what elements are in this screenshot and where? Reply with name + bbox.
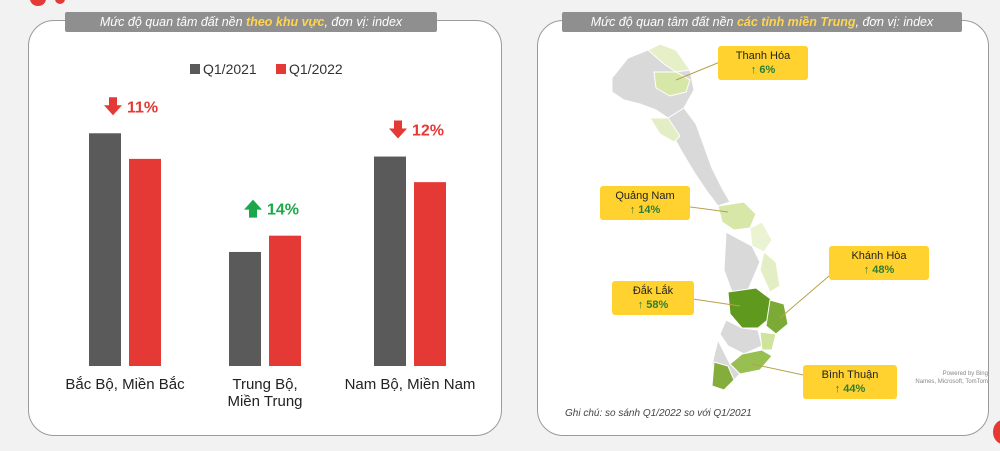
arrow-down-icon-0 — [104, 97, 122, 116]
callout-thanh-hoa-name: Thanh Hóa — [735, 50, 791, 62]
map-south-west — [711, 361, 735, 391]
right-title-highlight: các tỉnh miền Trung — [736, 15, 856, 29]
decor-circle-top-left — [30, 0, 46, 6]
callout-quang-nam-name: Quảng Nam — [615, 190, 675, 202]
annotation-label-2: 12% — [412, 123, 444, 140]
callout-quang-nam-change: ↑ 14% — [629, 204, 661, 216]
decor-circle-top-left-2 — [55, 0, 65, 4]
map-north-east — [647, 43, 691, 73]
legend-label-0: Q1/2021 — [203, 61, 257, 77]
category-label-1-line2: Miền Trung — [227, 393, 302, 410]
map-dak-lak — [727, 287, 773, 329]
right-panel-title: Mức độ quan tâm đất nền các tỉnh miền Tr… — [562, 12, 962, 32]
map-lam-dong — [719, 319, 763, 355]
callout-khanh-hoa-name: Khánh Hòa — [851, 250, 907, 262]
callout-binh-thuan-change: ↑ 44% — [834, 383, 866, 395]
left-title-highlight: theo khu vực — [246, 15, 325, 29]
pointer-thanh-hoa — [675, 61, 721, 81]
callout-dak-lak: Đắk Lắk ↑ 58% — [612, 281, 694, 315]
legend-swatch-0 — [190, 64, 200, 74]
pointer-dak-lak — [685, 297, 741, 307]
left-title-post: , đơn vị: index — [324, 15, 403, 29]
map-quang-nam — [717, 201, 757, 231]
right-title-pre: Mức độ quan tâm đất nền — [590, 15, 737, 29]
callout-khanh-hoa: Khánh Hòa ↑ 48% — [829, 246, 929, 280]
legend-label-1: Q1/2022 — [289, 61, 343, 77]
bar-1-1 — [269, 235, 301, 366]
legend-swatch-1 — [276, 64, 286, 74]
map-ninh-thuan — [759, 331, 777, 351]
pointer-khanh-hoa — [779, 269, 837, 319]
category-label-2: Nam Bộ, Miền Nam — [345, 376, 476, 393]
callout-khanh-hoa-change: ↑ 48% — [863, 264, 895, 276]
pointer-binh-thuan — [751, 363, 809, 377]
callout-binh-thuan: Bình Thuận ↑ 44% — [803, 365, 897, 399]
callout-dak-lak-name: Đắk Lắk — [632, 285, 674, 297]
callout-dak-lak-change: ↑ 58% — [637, 299, 669, 311]
map-binh-dinh — [759, 251, 781, 293]
decor-circle-right — [993, 420, 1000, 444]
map-nghe-an — [649, 117, 681, 143]
left-panel-title: Mức độ quan tâm đất nền theo khu vực, đơ… — [65, 12, 437, 32]
right-title-post: , đơn vị: index — [855, 15, 934, 29]
left-title-pre: Mức độ quan tâm đất nền — [99, 15, 247, 29]
annotation-label-0: 11% — [127, 99, 158, 116]
map-credit: Powered by Bing Names, Microsoft, TomTom — [902, 370, 988, 386]
bar-0-0 — [89, 133, 121, 366]
map-north-central — [667, 107, 731, 207]
map-khanh-hoa — [765, 299, 789, 335]
category-label-1: Trung Bộ, — [232, 376, 297, 393]
bar-0-1 — [129, 158, 161, 366]
category-label-0: Bắc Bộ, Miền Bắc — [65, 376, 185, 393]
map-note: Ghi chú: so sánh Q1/2022 so với Q1/2021 — [565, 408, 752, 419]
arrow-down-icon-2 — [389, 120, 407, 139]
callout-thanh-hoa: Thanh Hóa ↑ 6% — [718, 46, 808, 80]
callout-thanh-hoa-change: ↑ 6% — [750, 64, 776, 76]
annotation-label-1: 14% — [267, 202, 299, 219]
bar-2-1 — [414, 182, 446, 366]
map-credit-text: Powered by Bing Names, Microsoft, TomTom — [915, 371, 988, 385]
bar-1-0 — [229, 251, 261, 366]
map-quang-ngai — [749, 221, 773, 253]
arrow-up-icon-1 — [244, 199, 262, 218]
callout-binh-thuan-name: Bình Thuận — [821, 369, 879, 381]
bar-2-0 — [374, 156, 406, 366]
callout-quang-nam: Quảng Nam ↑ 14% — [600, 186, 690, 220]
